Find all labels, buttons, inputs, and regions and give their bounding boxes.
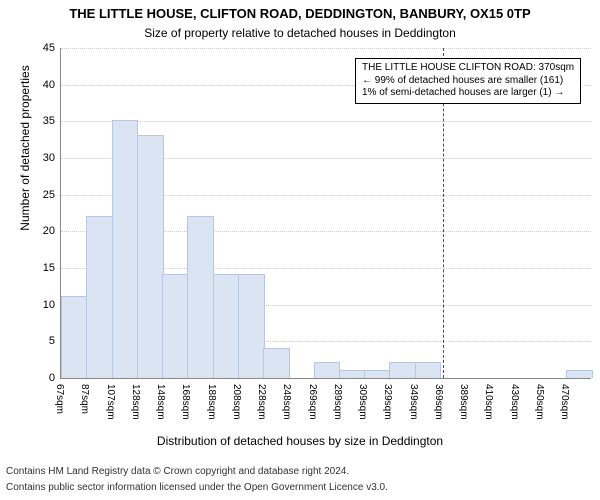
xtick-label: 369sqm	[433, 384, 444, 420]
xtick-label: 248sqm	[281, 384, 292, 420]
histogram-bar	[364, 370, 391, 378]
xtick-label: 208sqm	[231, 384, 242, 420]
histogram-bar	[162, 274, 189, 378]
ytick-label: 5	[49, 335, 55, 347]
ytick-label: 30	[43, 152, 55, 164]
xtick-label: 148sqm	[155, 384, 166, 420]
histogram-bar	[112, 120, 139, 378]
histogram-bar	[314, 362, 341, 378]
gridline	[61, 48, 591, 49]
chart-title-main: THE LITTLE HOUSE, CLIFTON ROAD, DEDDINGT…	[0, 6, 600, 21]
x-axis-label: Distribution of detached houses by size …	[0, 434, 600, 448]
xtick-label: 87sqm	[79, 384, 90, 414]
xtick-label: 168sqm	[180, 384, 191, 420]
histogram-bar	[61, 296, 88, 378]
histogram-bar	[339, 370, 366, 378]
xtick-label: 228sqm	[256, 384, 267, 420]
histogram-figure: THE LITTLE HOUSE, CLIFTON ROAD, DEDDINGT…	[0, 0, 600, 500]
xtick-label: 389sqm	[458, 384, 469, 420]
histogram-bar	[389, 362, 416, 378]
xtick-label: 289sqm	[332, 384, 343, 420]
histogram-bar	[415, 362, 442, 378]
ytick-label: 35	[43, 115, 55, 127]
histogram-bar	[213, 274, 240, 378]
xtick-label: 107sqm	[105, 384, 116, 420]
histogram-bar	[86, 216, 113, 378]
xtick-label: 470sqm	[559, 384, 570, 420]
xtick-label: 128sqm	[130, 384, 141, 420]
ytick-label: 25	[43, 189, 55, 201]
xtick-label: 329sqm	[382, 384, 393, 420]
footer-line-2: Contains public sector information licen…	[6, 482, 388, 493]
xtick-label: 67sqm	[54, 384, 65, 414]
xtick-label: 430sqm	[509, 384, 520, 420]
ytick-label: 20	[43, 225, 55, 237]
xtick-label: 188sqm	[206, 384, 217, 420]
histogram-bar	[566, 370, 593, 378]
histogram-bar	[238, 274, 265, 378]
histogram-bar	[187, 216, 214, 378]
annotation-line3: 1% of semi-detached houses are larger (1…	[362, 87, 574, 100]
ytick-label: 40	[43, 79, 55, 91]
xtick-label: 309sqm	[357, 384, 368, 420]
ytick-label: 0	[49, 372, 55, 384]
ytick-label: 45	[43, 42, 55, 54]
xtick-label: 450sqm	[534, 384, 545, 420]
gridline	[61, 121, 591, 122]
annotation-line1: THE LITTLE HOUSE CLIFTON ROAD: 370sqm	[362, 62, 574, 75]
xtick-label: 269sqm	[307, 384, 318, 420]
ytick-label: 10	[43, 299, 55, 311]
y-axis-label: Number of detached properties	[18, 0, 32, 313]
chart-subtitle: Size of property relative to detached ho…	[0, 26, 600, 40]
reference-annotation: THE LITTLE HOUSE CLIFTON ROAD: 370sqm ← …	[355, 58, 581, 104]
footer-line-1: Contains HM Land Registry data © Crown c…	[6, 466, 349, 477]
histogram-bar	[263, 348, 290, 378]
histogram-bar	[137, 135, 164, 378]
xtick-label: 349sqm	[408, 384, 419, 420]
xtick-label: 410sqm	[483, 384, 494, 420]
annotation-line2: ← 99% of detached houses are smaller (16…	[362, 75, 574, 88]
ytick-label: 15	[43, 262, 55, 274]
